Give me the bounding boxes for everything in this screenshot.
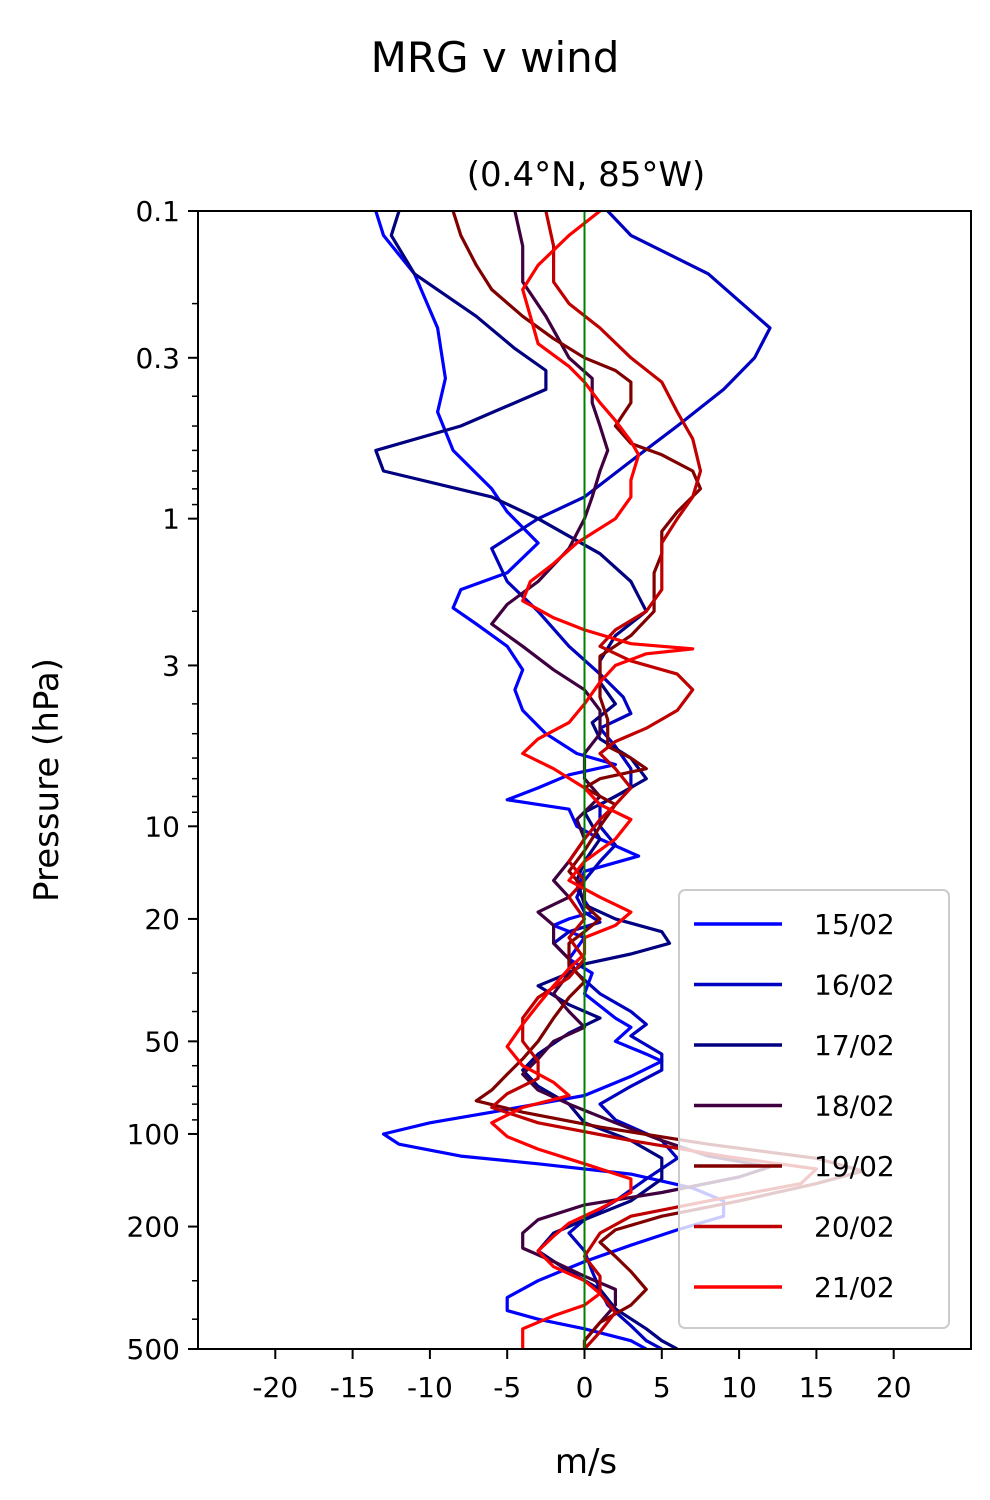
y-tick-label: 1 bbox=[162, 503, 180, 536]
y-tick-label: 0.3 bbox=[135, 342, 180, 375]
y-tick-label: 50 bbox=[144, 1025, 180, 1058]
legend-label: 17/02 bbox=[814, 1029, 895, 1062]
x-tick-label: -20 bbox=[252, 1371, 298, 1404]
y-axis-ticks: 0.1 0.3 1 3 10 20 50 100 200 500 bbox=[127, 195, 198, 1366]
legend-label: 18/02 bbox=[814, 1090, 895, 1123]
x-tick-label: 10 bbox=[721, 1371, 757, 1404]
y-tick-label: 200 bbox=[127, 1211, 180, 1244]
x-tick-label: 0 bbox=[576, 1371, 594, 1404]
legend-label: 19/02 bbox=[814, 1150, 895, 1183]
x-axis-ticks: -20 -15 -10 -5 0 5 10 15 20 bbox=[252, 1349, 912, 1404]
legend-label: 15/02 bbox=[814, 908, 895, 941]
x-tick-label: -5 bbox=[493, 1371, 521, 1404]
y-tick-label: 500 bbox=[127, 1333, 180, 1366]
legend-label: 16/02 bbox=[814, 969, 895, 1002]
legend-label: 20/02 bbox=[814, 1211, 895, 1244]
legend: 15/02 16/02 17/02 18/02 19/02 20/02 21/02 bbox=[678, 889, 950, 1329]
y-tick-label: 100 bbox=[127, 1118, 180, 1151]
y-tick-label: 20 bbox=[144, 903, 180, 936]
series-line-18-02 bbox=[490, 211, 772, 1349]
x-tick-label: 20 bbox=[876, 1371, 912, 1404]
plot-frame bbox=[197, 210, 972, 1350]
y-axis-label: Pressure (hPa) bbox=[27, 658, 67, 902]
x-tick-label: -15 bbox=[330, 1371, 376, 1404]
figure-suptitle: MRG v wind bbox=[371, 33, 620, 82]
y-tick-label: 10 bbox=[144, 810, 180, 843]
x-tick-label: 5 bbox=[653, 1371, 671, 1404]
x-tick-label: 15 bbox=[799, 1371, 835, 1404]
x-tick-label: -10 bbox=[407, 1371, 453, 1404]
series-line-21-02 bbox=[490, 211, 695, 1349]
y-tick-label: 0.1 bbox=[135, 195, 180, 228]
y-tick-label: 3 bbox=[162, 649, 180, 682]
legend-label: 21/02 bbox=[814, 1271, 895, 1304]
axes-title: (0.4°N, 85°W) bbox=[467, 155, 706, 195]
x-axis-label: m/s bbox=[555, 1442, 617, 1482]
legend-box bbox=[678, 889, 950, 1329]
